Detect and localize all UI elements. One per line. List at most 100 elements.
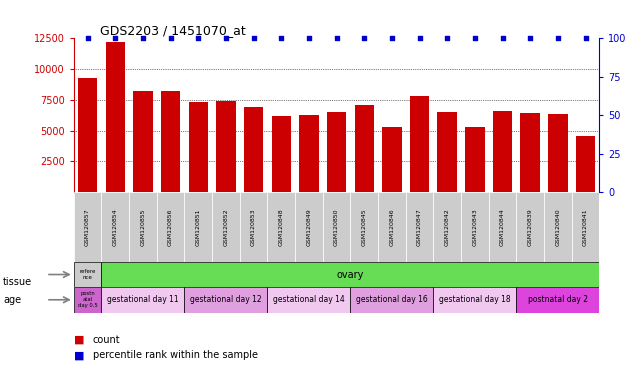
Text: gestational day 12: gestational day 12 (190, 295, 262, 304)
Text: GSM120842: GSM120842 (445, 209, 450, 246)
Text: GSM120840: GSM120840 (555, 209, 560, 246)
Bar (295, 192, 322, 262)
Text: GSM120857: GSM120857 (85, 209, 90, 246)
Text: GSM120854: GSM120854 (113, 209, 118, 246)
Bar (517, 286, 599, 313)
Bar (322, 192, 351, 262)
Text: count: count (93, 335, 121, 345)
Text: ■: ■ (74, 335, 84, 345)
Text: GSM120839: GSM120839 (528, 209, 533, 246)
Bar (185, 192, 212, 262)
Bar (267, 286, 351, 313)
Bar (465, 127, 485, 192)
Bar (382, 127, 401, 192)
Bar (240, 192, 267, 262)
Bar (488, 192, 517, 262)
Bar (185, 286, 267, 313)
Text: ovary: ovary (337, 270, 364, 280)
Text: GSM120853: GSM120853 (251, 209, 256, 246)
Bar (272, 116, 291, 192)
Point (331, 35, 342, 41)
Text: GSM120855: GSM120855 (140, 209, 146, 246)
Bar (161, 91, 180, 192)
Text: GSM120847: GSM120847 (417, 209, 422, 246)
Bar (433, 192, 461, 262)
Text: refere
nce: refere nce (79, 269, 96, 280)
Point (497, 35, 508, 41)
Bar (351, 286, 433, 313)
Point (193, 35, 203, 41)
Bar (351, 192, 378, 262)
Point (387, 35, 397, 41)
Text: GSM120841: GSM120841 (583, 209, 588, 246)
Bar (576, 136, 595, 192)
Bar (133, 91, 153, 192)
Text: GSM120849: GSM120849 (306, 209, 312, 246)
Point (553, 35, 563, 41)
Point (470, 35, 480, 41)
Bar (327, 112, 346, 192)
Point (414, 35, 424, 41)
Text: percentile rank within the sample: percentile rank within the sample (93, 350, 258, 360)
Bar (101, 286, 185, 313)
Text: gestational day 14: gestational day 14 (273, 295, 345, 304)
Text: GSM120843: GSM120843 (472, 209, 478, 246)
Bar (129, 192, 156, 262)
Bar (572, 192, 599, 262)
Text: GSM120845: GSM120845 (362, 209, 367, 246)
Text: tissue: tissue (3, 277, 32, 287)
Bar (438, 112, 457, 192)
Text: GSM120850: GSM120850 (334, 209, 339, 246)
Bar (101, 192, 129, 262)
Text: postn
atal
day 0.5: postn atal day 0.5 (78, 291, 97, 308)
Bar (244, 107, 263, 192)
Point (249, 35, 259, 41)
Point (110, 35, 121, 41)
Bar (74, 192, 101, 262)
Bar (406, 192, 433, 262)
Bar (188, 102, 208, 192)
Bar (267, 192, 295, 262)
Text: GDS2203 / 1451070_at: GDS2203 / 1451070_at (100, 24, 246, 37)
Text: GSM120848: GSM120848 (279, 209, 284, 246)
Text: gestational day 11: gestational day 11 (107, 295, 179, 304)
Point (580, 35, 590, 41)
Bar (74, 286, 101, 313)
Point (221, 35, 231, 41)
Bar (212, 192, 240, 262)
Bar (156, 192, 185, 262)
Bar (548, 114, 567, 192)
Bar (74, 262, 101, 286)
Text: postnatal day 2: postnatal day 2 (528, 295, 588, 304)
Point (359, 35, 369, 41)
Point (525, 35, 535, 41)
Bar (517, 192, 544, 262)
Point (138, 35, 148, 41)
Bar (378, 192, 406, 262)
Bar (493, 111, 512, 192)
Text: GSM120851: GSM120851 (196, 209, 201, 246)
Bar (461, 192, 488, 262)
Text: ■: ■ (74, 350, 84, 360)
Text: gestational day 18: gestational day 18 (439, 295, 511, 304)
Bar (354, 106, 374, 192)
Bar (299, 115, 319, 192)
Point (276, 35, 287, 41)
Text: GSM120846: GSM120846 (389, 209, 394, 246)
Text: gestational day 16: gestational day 16 (356, 295, 428, 304)
Bar (78, 78, 97, 192)
Point (165, 35, 176, 41)
Bar (544, 192, 572, 262)
Text: GSM120844: GSM120844 (500, 209, 505, 246)
Point (83, 35, 93, 41)
Bar (520, 113, 540, 192)
Bar (216, 101, 235, 192)
Bar (433, 286, 517, 313)
Text: age: age (3, 295, 21, 305)
Point (442, 35, 453, 41)
Text: GSM120856: GSM120856 (168, 209, 173, 246)
Bar (106, 42, 125, 192)
Point (304, 35, 314, 41)
Text: GSM120852: GSM120852 (223, 209, 228, 246)
Bar (410, 96, 429, 192)
